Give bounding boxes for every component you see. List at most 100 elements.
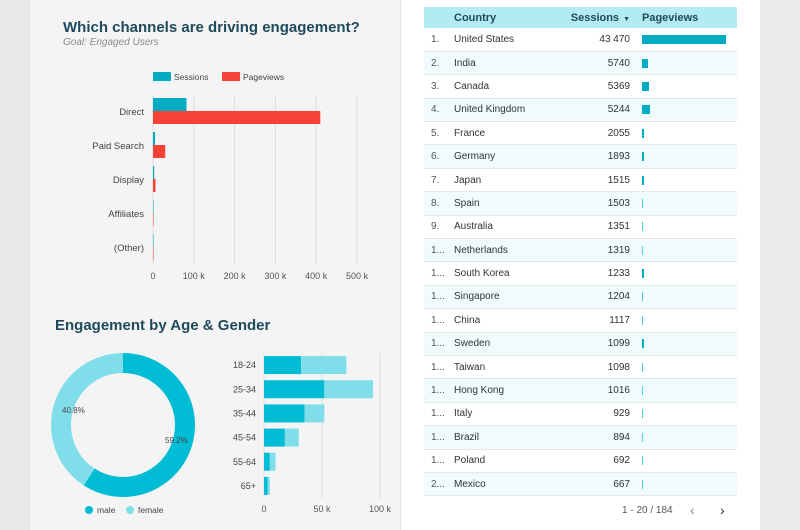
legend-male-dot: [85, 506, 93, 514]
row-index: 2.: [424, 51, 450, 76]
row-pageviews: [638, 168, 737, 193]
row-index: 1...: [424, 449, 450, 473]
age-category-label: 18-24: [233, 360, 256, 370]
row-sessions: 929: [558, 402, 638, 427]
row-sessions: 43 470: [558, 28, 638, 52]
table-row[interactable]: 1... Taiwan 1098: [424, 355, 737, 380]
pageviews-bar: [153, 179, 156, 192]
row-country: South Korea: [450, 261, 558, 286]
row-sessions: 5740: [558, 51, 638, 76]
row-sessions: 894: [558, 425, 638, 450]
male-bar: [264, 428, 285, 447]
category-label: Paid Search: [92, 141, 144, 152]
age-gender-title: Engagement by Age & Gender: [55, 317, 271, 334]
row-sessions: 1233: [558, 261, 638, 286]
table-row[interactable]: 1... Italy 929: [424, 402, 737, 427]
chevron-left-icon[interactable]: ‹: [690, 502, 695, 518]
channels-chart-title: Which channels are driving engagement?: [63, 19, 360, 36]
category-label: Affiliates: [108, 209, 144, 220]
table-row[interactable]: 1... Singapore 1204: [424, 285, 737, 310]
sessions-bar: [153, 234, 154, 247]
row-pageviews: [638, 261, 737, 286]
donut-slice-male: [83, 353, 196, 497]
table-row[interactable]: 2. India 5740: [424, 51, 737, 76]
pageviews-bar: [642, 269, 644, 279]
pageviews-bar: [642, 34, 726, 44]
category-label: Direct: [119, 107, 144, 118]
table-row[interactable]: 5. France 2055: [424, 121, 737, 146]
pageviews-bar: [642, 128, 644, 138]
pageviews-bar: [642, 58, 648, 68]
row-pageviews: [638, 121, 737, 146]
row-pageviews: [638, 308, 737, 333]
row-pageviews: [638, 215, 737, 240]
male-pct-label: 59.2%: [165, 436, 188, 445]
donut-slice-female: [51, 353, 123, 486]
table-row[interactable]: 9. Australia 1351: [424, 215, 737, 240]
table-row[interactable]: 6. Germany 1893: [424, 144, 737, 169]
legend-female-label: female: [138, 505, 164, 515]
header-sessions[interactable]: Sessions ▼: [558, 7, 638, 28]
row-country: Singapore: [450, 285, 558, 310]
table-row[interactable]: 1... China 1117: [424, 308, 737, 333]
table-row[interactable]: 1... Sweden 1099: [424, 332, 737, 356]
x-tick-label: 50 k: [313, 504, 331, 514]
table-row[interactable]: 2... Mexico 667: [424, 472, 737, 497]
table-row[interactable]: 1... Netherlands 1319: [424, 238, 737, 263]
row-country: Brazil: [450, 425, 558, 450]
sessions-bar: [153, 132, 156, 145]
row-index: 1...: [424, 402, 450, 427]
table-row[interactable]: 1... South Korea 1233: [424, 261, 737, 286]
female-bar: [284, 428, 299, 447]
row-sessions: 2055: [558, 121, 638, 146]
table-row[interactable]: 1. United States 43 470: [424, 28, 737, 52]
table-row[interactable]: 1... Poland 692: [424, 449, 737, 473]
sessions-bar: [153, 98, 187, 111]
row-index: 1...: [424, 355, 450, 380]
row-country: Canada: [450, 74, 558, 99]
pageviews-bar: [642, 479, 643, 489]
header-pageviews[interactable]: Pageviews: [638, 7, 737, 28]
row-sessions: 5369: [558, 74, 638, 99]
pageviews-bar: [642, 175, 644, 185]
table-row[interactable]: 8. Spain 1503: [424, 191, 737, 216]
table-row[interactable]: 4. United Kingdom 5244: [424, 98, 737, 123]
row-country: India: [450, 51, 558, 76]
x-tick-label: 500 k: [346, 271, 369, 281]
legend-pageviews-swatch: [222, 72, 240, 81]
row-country: Australia: [450, 215, 558, 240]
pageviews-bar: [153, 247, 154, 260]
row-index: 1...: [424, 238, 450, 263]
age-category-label: 25-34: [233, 384, 256, 394]
x-tick-label: 100 k: [183, 271, 206, 281]
x-tick-label: 300 k: [264, 271, 287, 281]
row-country: Spain: [450, 191, 558, 216]
pageviews-bar: [642, 105, 650, 115]
row-pageviews: [638, 472, 737, 497]
table-row[interactable]: 7. Japan 1515: [424, 168, 737, 193]
row-sessions: 1893: [558, 144, 638, 169]
row-pageviews: [638, 28, 737, 52]
row-sessions: 1099: [558, 332, 638, 356]
row-country: Germany: [450, 144, 558, 169]
female-bar: [304, 404, 325, 423]
table-header-row: Country Sessions ▼ Pageviews: [424, 7, 737, 28]
pageviews-bar: [153, 213, 154, 226]
chevron-right-icon[interactable]: ›: [720, 502, 725, 518]
row-country: Japan: [450, 168, 558, 193]
legend-male-label: male: [97, 505, 116, 515]
row-country: France: [450, 121, 558, 146]
age-category-label: 45-54: [233, 433, 256, 443]
header-country[interactable]: Country: [450, 7, 558, 28]
table-row[interactable]: 3. Canada 5369: [424, 74, 737, 99]
row-sessions: 1204: [558, 285, 638, 310]
x-tick-label: 100 k: [369, 504, 392, 514]
table-row[interactable]: 1... Brazil 894: [424, 425, 737, 450]
table-row[interactable]: 1... Hong Kong 1016: [424, 378, 737, 403]
row-index: 6.: [424, 144, 450, 169]
row-pageviews: [638, 285, 737, 310]
country-table: Country Sessions ▼ Pageviews 1. United Sta…: [424, 7, 737, 497]
row-sessions: 692: [558, 449, 638, 473]
row-pageviews: [638, 191, 737, 216]
row-sessions: 1503: [558, 191, 638, 216]
